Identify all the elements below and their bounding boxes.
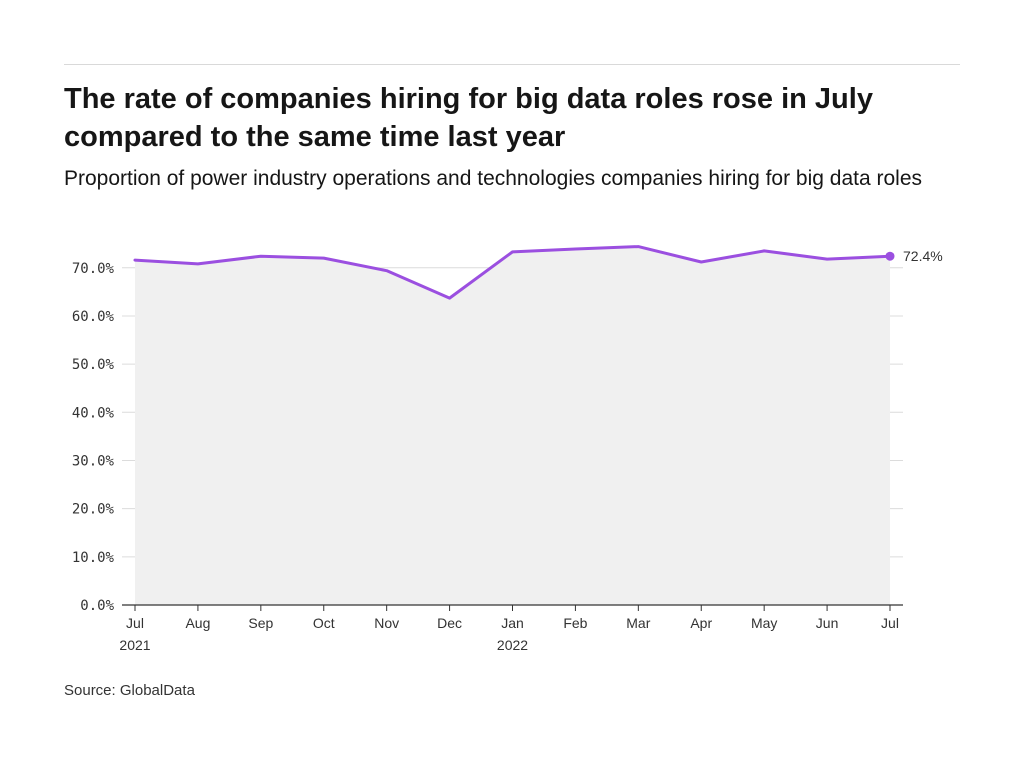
end-value-label: 72.4% [903,248,943,264]
x-tick-label: 2022 [497,637,528,653]
x-tick-label: Mar [626,615,650,631]
x-tick-label: Sep [248,615,273,631]
x-tick-label: Aug [185,615,210,631]
y-tick-label: 70.0% [72,261,115,277]
top-rule [64,64,960,65]
y-tick-label: 60.0% [72,309,115,325]
area-fill [135,246,890,605]
x-tick-label: Jun [816,615,839,631]
y-tick-label: 0.0% [80,598,114,614]
x-tick-label: Dec [437,615,462,631]
y-tick-label: 40.0% [72,405,115,421]
x-tick-label: May [751,615,777,631]
x-tick-label: Jul [126,615,144,631]
source-note: Source: GlobalData [64,682,195,699]
x-tick-label: Jul [881,615,899,631]
end-point-marker [885,251,895,261]
x-tick-label: 2021 [119,637,150,653]
x-tick-label: Jan [501,615,524,631]
series-line [133,245,892,300]
x-tick-label: Nov [374,615,399,631]
y-tick-label: 10.0% [72,550,115,566]
label-layer: 0.0% 10.0% 20.0% 30.0% 40.0% 50.0% 60.0% 70.0% J… [72,248,943,653]
chart-subtitle: Proportion of power industry operations … [64,167,923,190]
x-tick-label: Apr [690,615,712,631]
chart-title: The rate of companies hiring for big dat… [64,83,873,153]
y-tick-label: 30.0% [72,453,115,469]
x-tick-label: Feb [563,615,587,631]
axis-layer [122,604,903,611]
y-tick-label: 50.0% [72,357,115,373]
y-tick-label: 20.0% [72,502,115,518]
x-tick-label: Oct [313,615,335,631]
